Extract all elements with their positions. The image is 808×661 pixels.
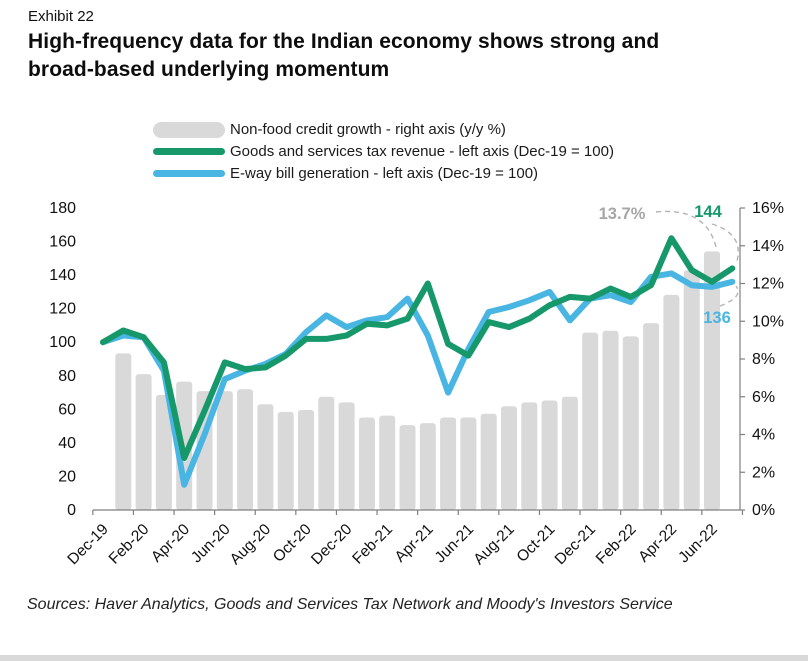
bar-Jun-21: [460, 417, 477, 510]
bar-May-21: [440, 417, 457, 510]
x-axis-tick-label: Feb-22: [593, 521, 640, 568]
left-axis-tick-label: 100: [49, 334, 76, 351]
annotation-136: 136: [703, 309, 731, 327]
right-axis-tick-label: 12%: [752, 276, 784, 293]
bar-Mar-20: [155, 394, 172, 510]
x-axis-tick-label: Dec-20: [308, 521, 356, 569]
right-axis-tick-label: 2%: [752, 464, 775, 481]
credit-growth-swatch: [153, 121, 225, 138]
bar-Feb-22: [622, 336, 639, 510]
x-axis-tick-label: Jun-22: [675, 521, 721, 567]
x-axis-tick-label: Oct-21: [514, 521, 559, 566]
bar-Aug-20: [257, 404, 274, 510]
bar-Mar-22: [643, 323, 660, 510]
right-axis-tick-label: 8%: [752, 351, 775, 368]
eway-bill-line: [100, 270, 736, 488]
exhibit-label: Exhibit 22: [28, 8, 94, 25]
right-axis-tick-label: 16%: [752, 200, 784, 217]
bar-Dec-21: [582, 332, 599, 510]
bar-Oct-20: [298, 409, 314, 510]
right-axis-tick-label: 14%: [752, 238, 784, 255]
x-axis-tick-label: Aug-20: [227, 521, 275, 569]
gst-revenue-line: [100, 235, 736, 461]
left-axis-tick-label: 180: [49, 200, 76, 217]
x-axis-tick-label: Apr-21: [392, 521, 437, 566]
legend-item-label: Goods and services tax revenue - left ax…: [230, 143, 614, 160]
bar-Nov-20: [318, 396, 335, 510]
bar-Nov-21: [561, 396, 578, 510]
x-axis-tick-label: Jun-21: [432, 521, 478, 567]
annotation-leaders: [655, 210, 739, 307]
legend-item-label: Non-food credit growth - right axis (y/y…: [230, 121, 506, 138]
legend-item-label: E-way bill generation - left axis (Dec-1…: [230, 165, 539, 182]
left-axis-tick-label: 140: [49, 267, 76, 284]
left-axis-tick-label: 20: [58, 468, 76, 485]
legend-item-gst-revenue: Goods and services tax revenue - left ax…: [153, 143, 614, 160]
left-axis-tick-label: 160: [49, 234, 76, 251]
bar-Mar-21: [399, 425, 416, 510]
bar-Feb-21: [379, 415, 396, 510]
bar-Jul-21: [480, 413, 497, 510]
bar-Jul-20: [237, 389, 254, 510]
left-axis-tick-label: 60: [58, 401, 76, 418]
bar-Jan-21: [358, 417, 375, 510]
bar-Jan-22: [602, 330, 619, 510]
left-axis-tick-label: 120: [49, 301, 76, 318]
annotation-13.7pct: 13.7%: [599, 205, 646, 223]
gst-revenue-swatch: [153, 148, 225, 155]
right-axis-tick-label: 6%: [752, 389, 775, 406]
x-axis-tick-label: Dec-21: [552, 521, 599, 568]
right-axis-tick-label: 10%: [752, 313, 784, 330]
eway-bill-swatch: [153, 170, 225, 177]
x-axis-tick-label: Aug-21: [470, 521, 517, 568]
bar-Feb-20: [135, 374, 152, 510]
right-axis-tick-label: 0%: [752, 502, 775, 519]
sources-note: Sources: Haver Analytics, Goods and Serv…: [27, 596, 673, 613]
page-title: High-frequency data for the Indian econo…: [28, 30, 660, 81]
bar-Apr-22: [663, 294, 680, 510]
leader-gst: [711, 223, 739, 262]
bar-Apr-21: [419, 423, 436, 510]
x-axis-tick-label: Feb-20: [106, 521, 153, 568]
leader-eway: [719, 285, 739, 307]
chart-legend: Non-food credit growth - right axis (y/y…: [153, 121, 614, 187]
x-axis-tick-label: Feb-21: [349, 521, 396, 568]
left-axis-tick-label: 80: [58, 368, 76, 385]
x-axis-tick-label: Dec-19: [64, 521, 111, 568]
x-axis-tick-label: Oct-20: [270, 521, 315, 566]
bar-May-22: [683, 270, 700, 510]
x-axis-tick-label: Apr-22: [635, 521, 680, 566]
legend-item-eway-bill: E-way bill generation - left axis (Dec-1…: [153, 165, 614, 182]
bar-Sep-20: [277, 411, 294, 510]
credit-growth-bars: [115, 251, 720, 510]
bar-Oct-21: [541, 400, 558, 510]
left-axis-tick-label: 40: [58, 435, 76, 452]
left-axis-tick-label: 0: [67, 502, 76, 519]
x-axis-tick-label: Apr-20: [148, 521, 193, 566]
leader-credit-growth: [655, 210, 717, 248]
bar-Jun-22: [704, 251, 720, 510]
right-axis-tick-label: 4%: [752, 427, 775, 444]
bar-Sep-21: [521, 402, 538, 510]
legend-item-credit-growth: Non-food credit growth - right axis (y/y…: [153, 121, 614, 138]
bottom-edge-strip: [0, 655, 808, 661]
bar-Jan-20: [115, 353, 132, 510]
bar-Jun-20: [216, 391, 233, 510]
bar-Dec-20: [338, 402, 355, 510]
annotation-144: 144: [694, 203, 722, 221]
x-axis-tick-label: Jun-20: [188, 521, 234, 567]
bar-Aug-21: [501, 406, 517, 510]
